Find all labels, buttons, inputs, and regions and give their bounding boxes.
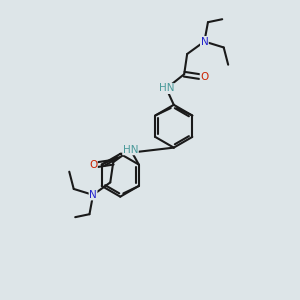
Text: HN: HN xyxy=(159,83,174,94)
Text: N: N xyxy=(89,190,97,200)
Text: O: O xyxy=(200,72,208,82)
Text: O: O xyxy=(89,160,97,170)
Text: HN: HN xyxy=(123,145,138,155)
Text: N: N xyxy=(200,37,208,46)
